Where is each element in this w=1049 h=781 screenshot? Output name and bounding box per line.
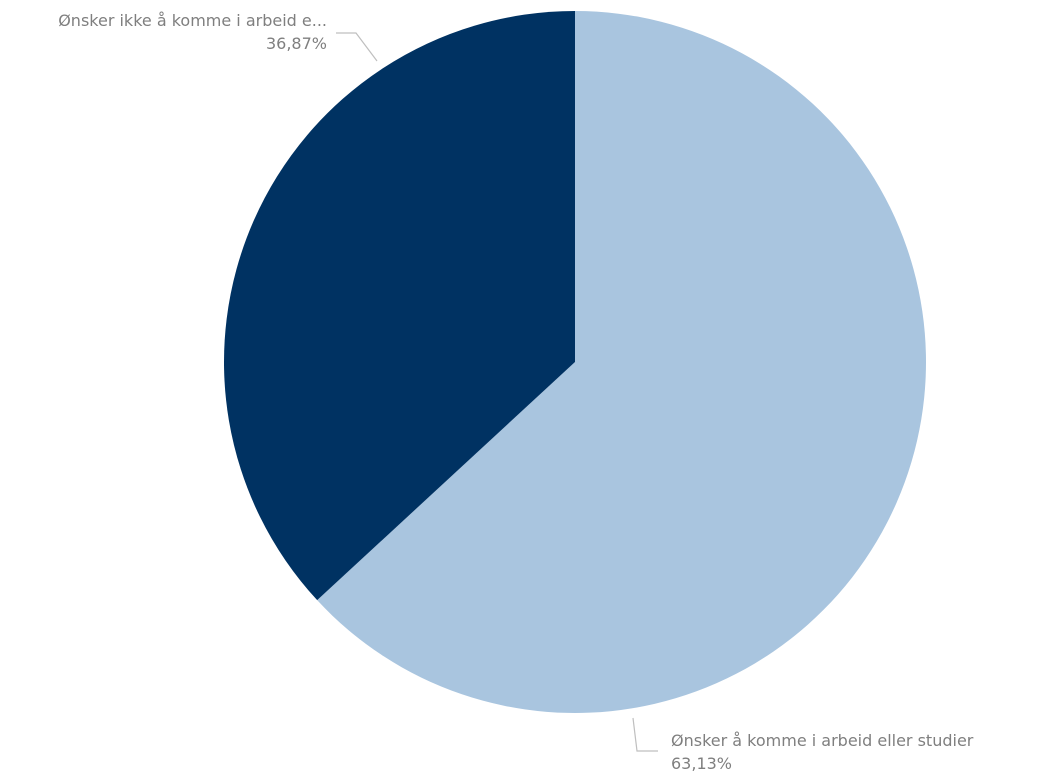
slice-label-1: Ønsker å komme i arbeid eller studier (671, 731, 974, 750)
pie-slice-2 (224, 11, 575, 601)
slice-label-2: Ønsker ikke å komme i arbeid e... (58, 11, 327, 30)
slice-value-label-2: 36,87% (266, 34, 327, 53)
leader-lines-layer (336, 32, 658, 752)
leader-line-slice-1 (632, 717, 658, 752)
leader-line-slice-2 (336, 32, 378, 62)
slices-layer (224, 11, 927, 714)
labels-layer: Ønsker ikke å komme i arbeid e... 36,87%… (58, 11, 974, 773)
pie-slice-1 (317, 11, 927, 714)
slice-value-label-1: 63,13% (671, 754, 732, 773)
